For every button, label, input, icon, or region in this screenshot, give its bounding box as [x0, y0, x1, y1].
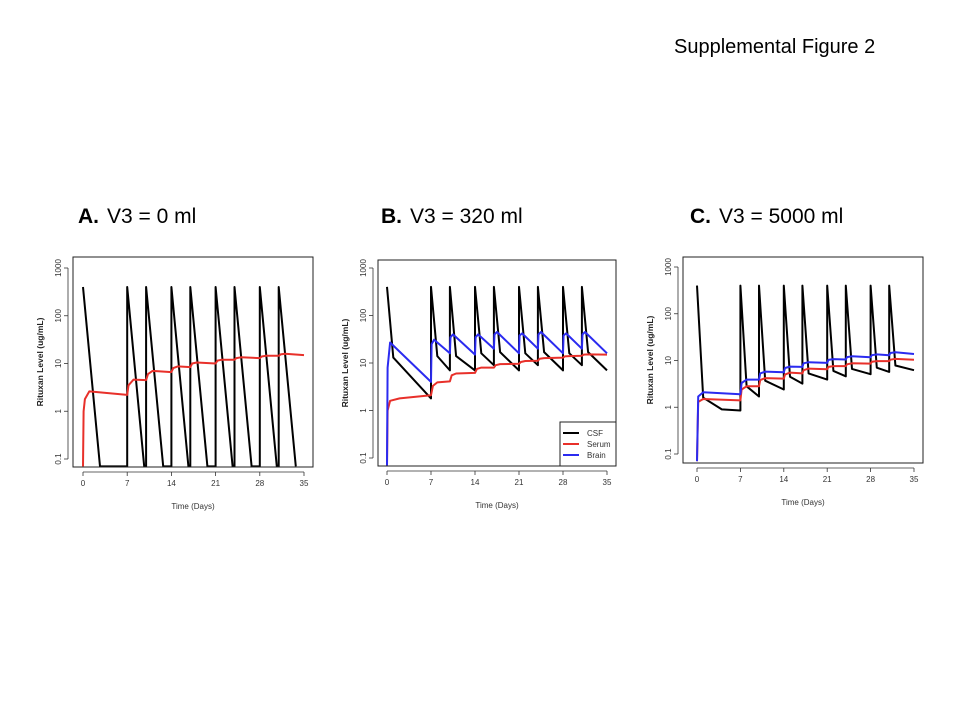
panel-a-title-text: V3 = 0 ml: [107, 205, 197, 228]
plot-frame: [72, 256, 314, 468]
series-line-brain: [696, 351, 915, 462]
panel-b-title: B. V3 = 320 ml: [381, 205, 523, 229]
x-tick-label: 0: [81, 479, 86, 488]
x-tick-label: 7: [125, 479, 130, 488]
x-tick-label: 7: [738, 475, 743, 484]
y-tick-label: 1000: [664, 258, 673, 276]
legend: CSF Serum Brain: [559, 421, 617, 467]
x-tick-label: 14: [779, 475, 788, 484]
x-tick-label: 28: [255, 479, 264, 488]
x-tick-label: 35: [910, 475, 919, 484]
panel-a-letter: A.: [78, 205, 99, 228]
legend-label-brain: Brain: [587, 451, 606, 460]
series-line-brain: [386, 331, 608, 466]
x-tick-label: 0: [385, 478, 390, 487]
y-tick-label: 1000: [359, 259, 368, 277]
plot-frame: [377, 259, 617, 467]
series-line-serum: [82, 352, 305, 467]
y-tick-label: 100: [664, 307, 673, 321]
y-tick-label: 1: [664, 404, 673, 409]
y-tick-label: 1: [54, 408, 63, 413]
y-tick-label: 100: [359, 308, 368, 322]
panel-b-title-text: V3 = 320 ml: [410, 205, 523, 228]
panel-c-title-text: V3 = 5000 ml: [719, 205, 844, 228]
y-tick-label: 10: [664, 356, 673, 365]
panel-c-letter: C.: [690, 205, 711, 228]
x-tick-label: 7: [429, 478, 434, 487]
x-tick-label: 14: [167, 479, 176, 488]
x-axis-label: Time (Days): [781, 498, 825, 507]
x-tick-label: 14: [471, 478, 480, 487]
series-line-csf: [82, 286, 297, 467]
legend-label-serum: Serum: [587, 440, 611, 449]
legend-label-csf: CSF: [587, 429, 603, 438]
y-tick-label: 1: [359, 408, 368, 413]
y-tick-label: 0.1: [664, 448, 673, 460]
x-axis-label: Time (Days): [171, 502, 215, 511]
series-line-csf: [696, 284, 915, 412]
series-line-serum: [696, 357, 915, 462]
panel-b: 0 7 14 21 28 35 0.1 1 10 100 1000 Time (Days) Rituxa…: [340, 259, 617, 510]
panel-a: 0 7 14 21 28 35 0.1 1 10 100 1000 Time (Days) Rituxa…: [35, 256, 314, 511]
x-tick-label: 21: [515, 478, 524, 487]
x-tick-label: 28: [866, 475, 875, 484]
series-line-csf: [386, 285, 608, 400]
x-tick-label: 0: [695, 475, 700, 484]
y-tick-label: 10: [54, 359, 63, 368]
x-tick-label: 35: [603, 478, 612, 487]
plot-frame: [682, 256, 924, 464]
x-axis-label: Time (Days): [475, 501, 519, 510]
y-tick-label: 0.1: [359, 452, 368, 464]
panel-b-letter: B.: [381, 205, 402, 228]
y-tick-label: 0.1: [54, 453, 63, 465]
figure-title: Supplemental Figure 2: [674, 36, 876, 58]
panel-c-title: C. V3 = 5000 ml: [690, 205, 843, 229]
y-axis-label: Rituxan Level (ug/mL): [645, 315, 655, 404]
y-tick-label: 10: [359, 358, 368, 367]
series-line-serum: [386, 353, 608, 466]
x-tick-label: 35: [300, 479, 309, 488]
x-tick-label: 21: [823, 475, 832, 484]
legend-box: [559, 421, 617, 467]
y-axis-label: Rituxan Level (ug/mL): [340, 318, 350, 407]
x-tick-label: 28: [559, 478, 568, 487]
x-tick-label: 21: [211, 479, 220, 488]
y-tick-label: 100: [54, 309, 63, 323]
panel-c: 0 7 14 21 28 35 0.1 1 10 100 1000 Time (Days) Rituxa…: [645, 256, 924, 507]
y-axis-label: Rituxan Level (ug/mL): [35, 317, 45, 406]
y-tick-label: 1000: [54, 259, 63, 277]
panel-a-title: A. V3 = 0 ml: [78, 205, 196, 229]
